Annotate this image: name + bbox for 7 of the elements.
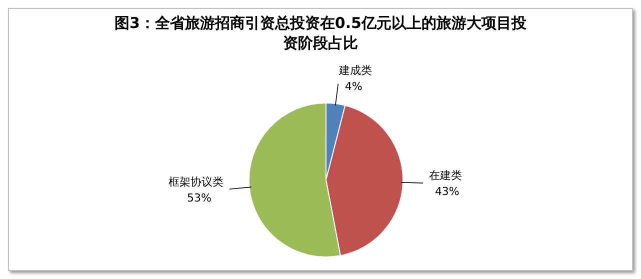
chart-title: 图3：全省旅游招商引资总投资在0.5亿元以上的旅游大项目投资阶段占比 [113, 13, 528, 53]
data-label: 53% [187, 192, 212, 205]
slice-label: 在建类 [428, 169, 462, 182]
slice-label: 框架协议类 [168, 176, 224, 189]
data-label: 43% [434, 185, 460, 198]
slice-label: 建成类 [338, 64, 372, 77]
data-label: 4% [344, 80, 362, 93]
